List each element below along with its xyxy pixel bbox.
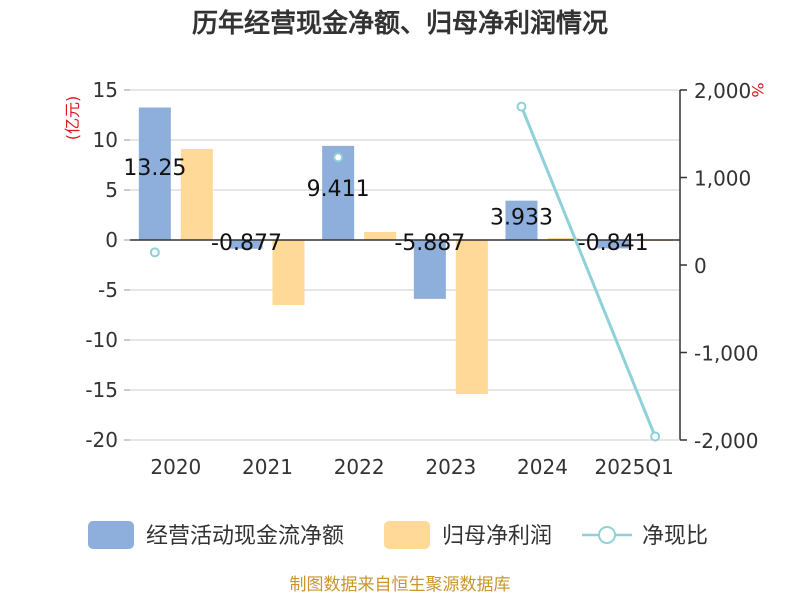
ratio-point	[516, 101, 527, 112]
legend: 经营活动现金流净额 归母净利润 净现比	[88, 521, 708, 549]
chart-title: 历年经营现金净额、归母净利润情况	[192, 8, 608, 39]
ratio-line-segment	[520, 106, 657, 438]
left-tick-label: -10	[85, 328, 118, 352]
left-tick-label: -15	[85, 378, 118, 402]
left-tick-label: 10	[93, 128, 118, 152]
legend-label-ratio: 净现比	[642, 524, 708, 549]
cashflow-bar	[138, 107, 171, 240]
right-tick-label: -2,000	[694, 429, 758, 453]
cashflow-data-label: 9.411	[307, 177, 370, 202]
right-tick-label: 1,000	[694, 167, 751, 191]
left-axis-unit: (亿元)	[63, 96, 82, 141]
ratio-point	[333, 152, 344, 163]
x-tick-label: 2025Q1	[594, 455, 673, 479]
cashflow-bar	[413, 240, 446, 299]
right-tick-label: -1,000	[694, 342, 758, 366]
legend-swatch-ratio-marker	[598, 526, 616, 544]
legend-label-cashflow: 经营活动现金流净额	[146, 524, 344, 549]
ratio-point	[650, 431, 661, 442]
left-tick-label: 0	[105, 228, 118, 252]
x-tick-label: 2023	[425, 455, 476, 479]
legend-swatch-net-profit	[384, 521, 430, 549]
cashflow-data-label: -5.887	[394, 231, 465, 256]
line-layer	[149, 101, 661, 442]
right-axis-unit: %	[748, 82, 767, 97]
cashflow-bar	[505, 200, 538, 240]
legend-swatch-cashflow	[88, 521, 134, 549]
cashflow-data-label: 13.25	[123, 156, 186, 181]
axis-layer: 15 10 5 0 -5 -10 -15 -20 2,000 1,000 0 -1,000 -2,000…	[85, 78, 758, 479]
x-tick-label: 2022	[334, 455, 385, 479]
net-profit-bar	[364, 232, 397, 240]
right-tick-label: 2,000	[694, 79, 751, 103]
x-tick-label: 2021	[242, 455, 293, 479]
grid-layer	[130, 89, 680, 441]
label-layer: 13.25 -0.877 9.411 -5.887 3.933 -0.841	[123, 156, 648, 256]
cashflow-data-label: -0.841	[578, 231, 649, 256]
bar-layer	[138, 107, 672, 394]
cashflow-bar	[597, 240, 630, 249]
left-tick-label: 15	[93, 78, 118, 102]
cashflow-data-label: -0.877	[211, 231, 282, 256]
net-profit-bar	[272, 240, 305, 305]
cashflow-bar	[230, 240, 263, 249]
x-tick-label: 2024	[517, 455, 568, 479]
net-profit-bar	[180, 149, 213, 240]
ratio-point	[149, 247, 160, 258]
net-profit-bar	[547, 238, 580, 240]
left-tick-label: 5	[105, 178, 118, 202]
legend-label-net-profit: 归母净利润	[442, 524, 552, 549]
net-profit-bar	[455, 240, 488, 394]
x-tick-label: 2020	[150, 455, 201, 479]
cashflow-data-label: 3.933	[490, 206, 553, 231]
left-tick-label: -20	[85, 428, 118, 452]
right-tick-label: 0	[694, 254, 707, 278]
source-note: 制图数据来自恒生聚源数据库	[290, 575, 511, 595]
left-tick-label: -5	[98, 278, 118, 302]
